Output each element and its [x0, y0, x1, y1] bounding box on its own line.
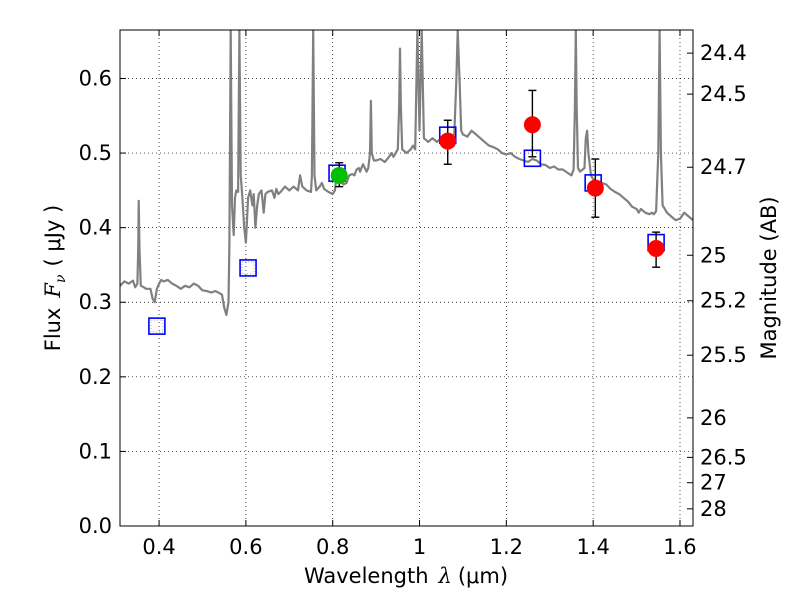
- grid: [120, 30, 693, 526]
- limit-square: [241, 261, 255, 275]
- x-tick-label: 0.8: [316, 535, 349, 559]
- x-tick-label: 1.2: [490, 535, 523, 559]
- plot-area: [120, 30, 693, 335]
- y2-tick-label: 25.2: [700, 289, 747, 313]
- series-layer: [120, 30, 693, 335]
- x-tick-label: 0.6: [229, 535, 262, 559]
- y2-axis-label: Magnitude (AB): [757, 196, 781, 359]
- x-tick-label: 0.4: [142, 535, 175, 559]
- y2-tick-label: 25: [700, 243, 727, 267]
- y2-tick-label: 24.4: [700, 41, 747, 65]
- y2-tick-label: 26: [700, 406, 727, 430]
- observed-point: [523, 116, 541, 134]
- plot-frame: [119, 29, 694, 527]
- y2-tick-label: 28: [700, 497, 727, 521]
- y2-tick-label: 26.5: [700, 445, 747, 469]
- x-axis-label: Wavelength λ (μm): [304, 564, 508, 588]
- y-tick-label: 0.5: [79, 141, 112, 165]
- y-tick-label: 0.1: [79, 439, 112, 463]
- x-axis: 0.4 0.6 0.8 1 1.2 1.4 1.6: [142, 30, 697, 559]
- y-tick-label: 0.4: [79, 216, 112, 240]
- y2-tick-label: 24.5: [700, 82, 747, 106]
- y-axis: 0.0 0.1 0.2 0.3 0.4 0.5 0.6: [79, 66, 126, 538]
- limit-square: [150, 319, 164, 333]
- y-axis-label: FluxFν( μJy ): [41, 205, 69, 351]
- y-tick-label: 0.0: [79, 514, 112, 538]
- y2-tick-label: 25.5: [700, 343, 747, 367]
- observed-point: [439, 132, 457, 150]
- y-tick-label: 0.6: [79, 66, 112, 90]
- y2-tick-label: 24.7: [700, 155, 747, 179]
- observed-point: [330, 166, 348, 184]
- model-square: [148, 317, 166, 335]
- x-tick-label: 1: [413, 535, 426, 559]
- x-tick-label: 1.4: [576, 535, 609, 559]
- observed-point: [586, 179, 604, 197]
- model-square: [239, 259, 257, 277]
- y2-tick-label: 27: [700, 471, 727, 495]
- spectrum-line: [120, 30, 693, 316]
- x-tick-label: 1.6: [663, 535, 696, 559]
- y-tick-label: 0.2: [79, 365, 112, 389]
- observed-point: [647, 240, 665, 258]
- y-tick-label: 0.3: [79, 290, 112, 314]
